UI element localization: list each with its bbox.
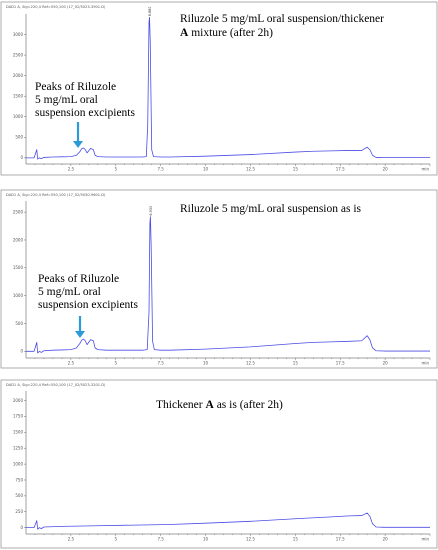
chromatogram-panel-2: DAD1 A, Sig=220,4 Ref=550,100 (17_02/503… — [0, 189, 438, 369]
chromatogram-panel-1: DAD1 A, Sig=220,4 Ref=550,100 (17_02/502… — [0, 1, 438, 176]
y-tick-label: 500 — [15, 135, 23, 140]
signal-header: DAD1 A, Sig=220,4 Ref=550,100 (17_02/503… — [6, 193, 106, 197]
y-tick-label: 2500 — [13, 209, 24, 214]
x-tick-label: 12.5 — [246, 167, 255, 172]
arrow-icon — [75, 316, 85, 338]
y-tick-label: 2000 — [13, 398, 24, 403]
peak-retention-time-label: 6.930 — [149, 206, 153, 216]
chart-title-line: Riluzole 5 mg/mL oral suspension/thicken… — [180, 13, 384, 25]
chart-title-line: A mixture (after 2h) — [180, 27, 273, 39]
y-tick-label: 2000 — [13, 73, 24, 78]
y-tick-label: 0 — [20, 525, 23, 530]
y-tick-label: 1250 — [13, 446, 24, 451]
y-tick-label: 750 — [15, 477, 23, 482]
x-tick-label: 15 — [293, 361, 299, 366]
x-tick-label: 20 — [383, 537, 389, 542]
excipient-annotation-line: Peaks of Riluzole — [35, 81, 116, 93]
chromatogram-panel-3: DAD1 A, Sig=220,4 Ref=550,100 (17_02/502… — [0, 379, 438, 549]
x-tick-label: 5 — [115, 167, 118, 172]
x-tick-label: 7.5 — [157, 361, 164, 366]
excipient-annotation-line: suspension excipients — [38, 299, 138, 311]
signal-header: DAD1 A, Sig=220,4 Ref=550,100 (17_02/502… — [6, 5, 106, 9]
excipient-annotation-line: Peaks of Riluzole — [38, 273, 119, 285]
x-tick-label: 20 — [383, 167, 389, 172]
y-tick-label: 250 — [15, 509, 23, 514]
y-tick-label: 500 — [15, 321, 23, 326]
chromatogram-trace — [26, 16, 430, 160]
x-tick-label: 2.5 — [68, 167, 75, 172]
y-tick-label: 1750 — [13, 414, 24, 419]
y-tick-label: 1500 — [13, 265, 24, 270]
x-tick-label: 12.5 — [246, 537, 255, 542]
x-axis-unit-label: min — [421, 167, 429, 172]
chart-title-line: Riluzole 5 mg/mL oral suspension as is — [180, 203, 362, 215]
x-axis-unit-label: min — [421, 537, 429, 542]
chromatogram-trace — [26, 216, 430, 354]
y-tick-label: 3000 — [13, 32, 24, 37]
excipient-annotation-line: 5 mg/mL oral — [38, 286, 101, 298]
x-tick-label: 15 — [293, 537, 299, 542]
x-tick-label: 5 — [115, 537, 118, 542]
y-tick-label: 1000 — [13, 461, 24, 466]
chart-title-line: Thickener A as is (after 2h) — [156, 399, 283, 411]
x-tick-label: 10 — [203, 537, 209, 542]
x-tick-label: 7.5 — [157, 537, 164, 542]
y-tick-label: 0 — [20, 155, 23, 160]
signal-header: DAD1 A, Sig=220,4 Ref=550,100 (17_02/502… — [6, 383, 106, 387]
x-tick-label: 5 — [115, 361, 118, 366]
x-tick-label: 12.5 — [246, 361, 255, 366]
peak-retention-time-label: 6.880 — [148, 7, 152, 17]
excipient-annotation-line: 5 mg/mL oral — [35, 94, 98, 106]
excipient-annotation-line: suspension excipients — [35, 107, 135, 119]
panel-border — [0, 1, 438, 176]
x-tick-label: 7.5 — [157, 167, 164, 172]
y-tick-label: 0 — [20, 349, 23, 354]
y-tick-label: 1000 — [13, 293, 24, 298]
x-tick-label: 17.5 — [336, 167, 345, 172]
panel-border — [0, 379, 438, 549]
x-tick-label: 10 — [203, 167, 209, 172]
arrow-icon — [73, 122, 83, 148]
y-tick-label: 2500 — [13, 52, 24, 57]
x-tick-label: 2.5 — [68, 361, 75, 366]
x-tick-label: 15 — [293, 167, 299, 172]
y-tick-label: 1500 — [13, 430, 24, 435]
x-tick-label: 17.5 — [336, 361, 345, 366]
y-tick-label: 1000 — [13, 114, 24, 119]
y-tick-label: 1500 — [13, 93, 24, 98]
y-tick-label: 500 — [15, 493, 23, 498]
x-tick-label: 17.5 — [336, 537, 345, 542]
x-axis-unit-label: min — [421, 361, 429, 366]
x-tick-label: 10 — [203, 361, 209, 366]
x-tick-label: 2.5 — [68, 537, 75, 542]
chromatogram-trace — [26, 512, 430, 530]
y-tick-label: 2000 — [13, 237, 24, 242]
x-tick-label: 20 — [383, 361, 389, 366]
